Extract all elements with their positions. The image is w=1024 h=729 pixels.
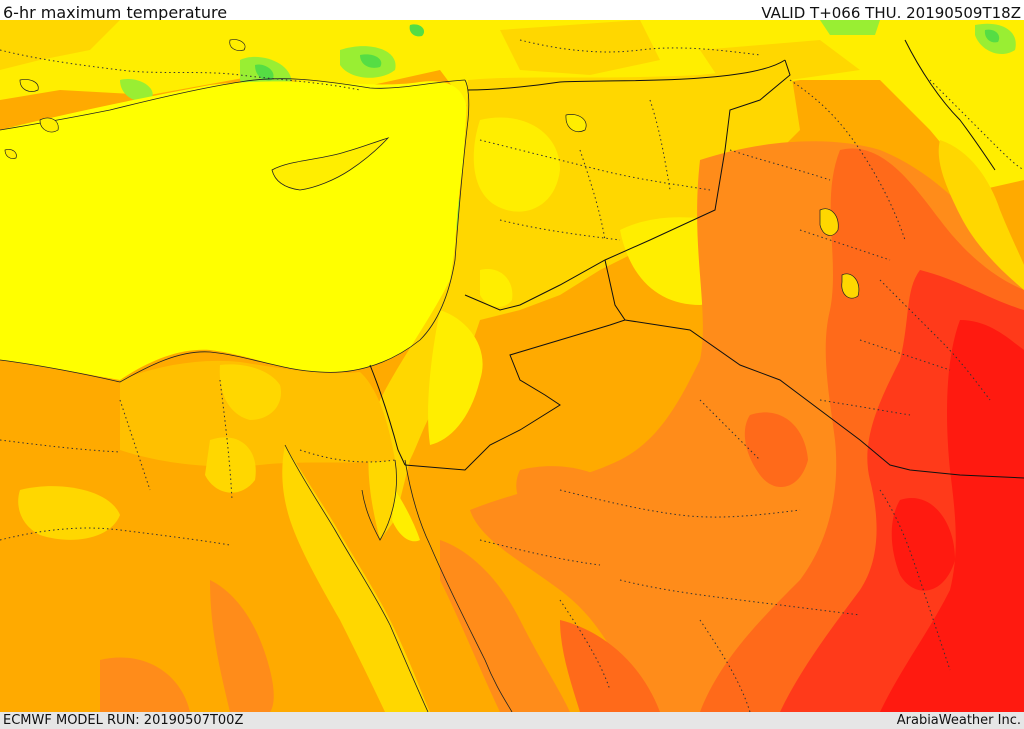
field-green-9 bbox=[984, 29, 1000, 43]
map-canvas bbox=[0, 20, 1024, 712]
lake-3 bbox=[565, 114, 587, 132]
header: 6-hr maximum temperature VALID T+066 THU… bbox=[0, 0, 1024, 22]
islands bbox=[4, 39, 246, 159]
red-sea bbox=[282, 445, 430, 712]
field-levant-belt bbox=[368, 65, 800, 540]
field-green-5 bbox=[120, 79, 153, 102]
coastlines bbox=[0, 78, 513, 712]
temperature-map[interactable] bbox=[0, 20, 1024, 712]
field-egypt-orange-dark-2 bbox=[100, 657, 190, 712]
field-aqaba-yellow bbox=[392, 490, 420, 542]
field-green-6 bbox=[255, 64, 274, 81]
model-run-label: ECMWF MODEL RUN: 20190507T00Z bbox=[3, 713, 244, 728]
lake-1 bbox=[819, 208, 839, 236]
field-hejaz-orange bbox=[440, 540, 570, 712]
field-jordan-yellow bbox=[428, 310, 483, 445]
field-green-3 bbox=[820, 20, 880, 35]
field-red-deep bbox=[880, 320, 1024, 712]
field-red-orange-3 bbox=[560, 620, 660, 712]
field-green-8 bbox=[409, 24, 425, 37]
map-title: 6-hr maximum temperature bbox=[3, 3, 228, 22]
field-egypt-west-yellow bbox=[18, 486, 120, 540]
field-egypt-orange-dark bbox=[210, 580, 274, 712]
field-syria-yellow-3 bbox=[480, 269, 513, 307]
field-nile-delta bbox=[219, 364, 281, 420]
footer: ECMWF MODEL RUN: 20190507T00Z ArabiaWeat… bbox=[0, 712, 1024, 729]
borders bbox=[369, 39, 1024, 479]
lake-2 bbox=[841, 273, 860, 299]
field-red-orange-2 bbox=[744, 412, 808, 487]
field-arabia-orange-dark-2 bbox=[516, 466, 620, 527]
field-syria-yellow bbox=[473, 117, 560, 212]
field-north-yellow-orange bbox=[0, 20, 860, 80]
valid-time: VALID T+066 THU. 20190509T18Z bbox=[761, 4, 1021, 22]
province-borders bbox=[0, 39, 1024, 712]
field-red-deep-2 bbox=[891, 498, 955, 591]
field-egypt-yellow-2 bbox=[205, 437, 256, 493]
mediterranean-sea bbox=[0, 81, 469, 381]
credit-label: ArabiaWeather Inc. bbox=[896, 713, 1021, 728]
cyprus bbox=[271, 137, 390, 191]
field-green-7 bbox=[360, 54, 382, 68]
persian-gulf-edge bbox=[938, 140, 1024, 290]
